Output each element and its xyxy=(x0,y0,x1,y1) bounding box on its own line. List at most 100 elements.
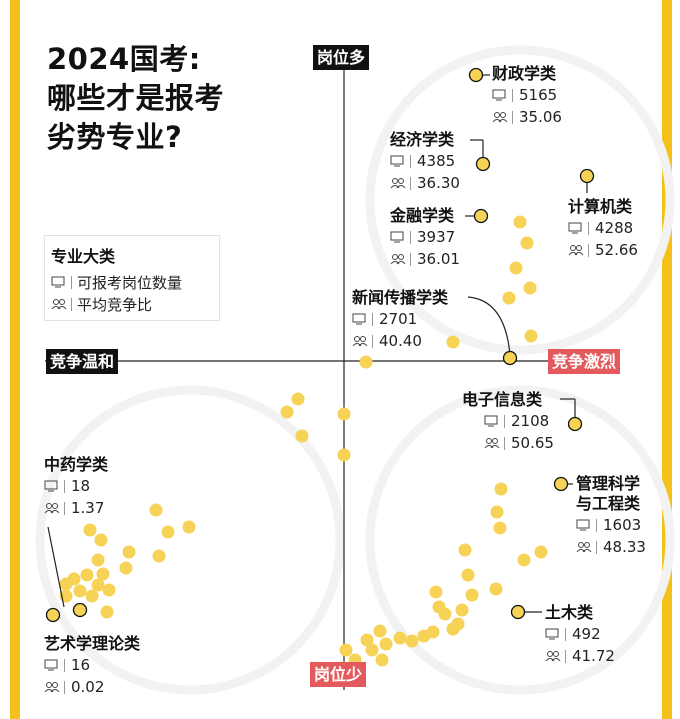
data-point xyxy=(91,553,105,567)
data-point xyxy=(360,633,374,647)
data-point xyxy=(373,624,387,638)
data-point xyxy=(513,215,527,229)
label-name: 财政学类 xyxy=(492,64,557,83)
label-ratio: 36.01 xyxy=(417,250,460,268)
separator xyxy=(64,680,65,694)
axis-top-tag: 岗位多 xyxy=(313,45,370,70)
separator xyxy=(410,154,411,168)
separator xyxy=(372,334,373,348)
data-point xyxy=(359,355,373,369)
label-positions: 1603 xyxy=(603,516,642,534)
data-point xyxy=(520,236,534,250)
monitor-icon xyxy=(390,231,406,243)
data-point xyxy=(375,653,389,667)
separator xyxy=(512,110,513,124)
label-name: 计算机类 xyxy=(568,197,633,216)
monitor-icon xyxy=(390,155,406,167)
legend-title: 专业大类 xyxy=(51,247,116,266)
leader-xinwen xyxy=(467,296,511,356)
separator xyxy=(588,243,589,257)
data-point xyxy=(119,561,133,575)
label-ratio-row: 41.72 xyxy=(545,645,615,667)
label-ratio: 52.66 xyxy=(595,241,638,259)
label-name: 中药学类 xyxy=(44,455,109,474)
data-point-jisuanji xyxy=(579,168,595,184)
label-positions: 4288 xyxy=(595,219,634,237)
data-point xyxy=(405,634,419,648)
data-point xyxy=(534,545,548,559)
data-point xyxy=(182,520,196,534)
label-positions-row: 4288 xyxy=(568,217,638,239)
separator xyxy=(504,414,505,428)
data-point xyxy=(493,521,507,535)
label-positions-row: 1603 xyxy=(576,514,646,536)
background-decoration xyxy=(35,45,675,695)
monitor-icon xyxy=(568,222,584,234)
label-name: 金融学类 xyxy=(390,206,455,225)
monitor-icon xyxy=(44,480,60,492)
label-ratio-row: 36.01 xyxy=(390,248,460,270)
people-icon xyxy=(576,541,592,553)
label-name: 经济学类 xyxy=(390,130,455,149)
data-point xyxy=(83,523,97,537)
separator xyxy=(64,658,65,672)
axis-left-tag: 竞争温和 xyxy=(46,349,119,374)
separator xyxy=(410,176,411,190)
label-ratio: 35.06 xyxy=(519,108,562,126)
label-ratio-row: 0.02 xyxy=(44,676,140,698)
data-point xyxy=(337,448,351,462)
data-point xyxy=(502,291,516,305)
label-yishu: 艺术学理论类 16 0.02 xyxy=(44,634,140,698)
separator xyxy=(588,221,589,235)
data-point xyxy=(149,503,163,517)
separator xyxy=(596,518,597,532)
label-positions-row: 5165 xyxy=(492,84,562,106)
label-xinwen: 新闻传播学类 2701 40.40 xyxy=(352,288,448,352)
separator xyxy=(512,88,513,102)
label-positions-row: 16 xyxy=(44,654,140,676)
label-positions: 16 xyxy=(71,656,91,674)
label-ratio-row: 40.40 xyxy=(352,330,448,352)
data-point-zhongyao xyxy=(72,602,88,618)
title-line-1: 2024国考: xyxy=(47,42,201,76)
legend-row-positions: 可报考岗位数量 xyxy=(51,271,213,293)
data-point-tumu xyxy=(510,604,526,620)
label-name: 新闻传播学类 xyxy=(352,288,449,307)
people-icon xyxy=(390,177,406,189)
people-icon xyxy=(568,244,584,256)
data-point xyxy=(379,637,393,651)
people-icon xyxy=(545,650,561,662)
data-point xyxy=(494,482,508,496)
people-icon xyxy=(51,298,67,310)
monitor-icon xyxy=(545,628,561,640)
data-point xyxy=(451,617,465,631)
monitor-icon xyxy=(352,313,368,325)
people-icon xyxy=(44,681,60,693)
title-line-3: 劣势专业? xyxy=(47,120,183,154)
label-ratio-row: 1.37 xyxy=(44,497,108,519)
label-ratio: 1.37 xyxy=(71,499,105,517)
data-point xyxy=(365,643,379,657)
label-positions: 2701 xyxy=(379,310,418,328)
legend-row-ratio: 平均竞争比 xyxy=(51,293,213,315)
label-guanli: 管理科学 与工程类 1603 48.33 xyxy=(576,474,646,558)
label-ratio-row: 50.65 xyxy=(462,432,554,454)
separator xyxy=(565,627,566,641)
separator xyxy=(64,479,65,493)
label-ratio: 40.40 xyxy=(379,332,422,350)
data-point xyxy=(523,281,537,295)
data-point xyxy=(509,261,523,275)
data-point xyxy=(100,605,114,619)
monitor-icon xyxy=(484,415,500,427)
label-ratio: 48.33 xyxy=(603,538,646,556)
label-ratio: 41.72 xyxy=(572,647,615,665)
label-name-line2: 与工程类 xyxy=(576,494,641,513)
label-positions: 5165 xyxy=(519,86,558,104)
data-point-jinrong xyxy=(473,208,489,224)
people-icon xyxy=(44,502,60,514)
data-point xyxy=(458,543,472,557)
data-point xyxy=(417,629,431,643)
left-accent-bar xyxy=(10,0,20,719)
label-positions: 3937 xyxy=(417,228,456,246)
